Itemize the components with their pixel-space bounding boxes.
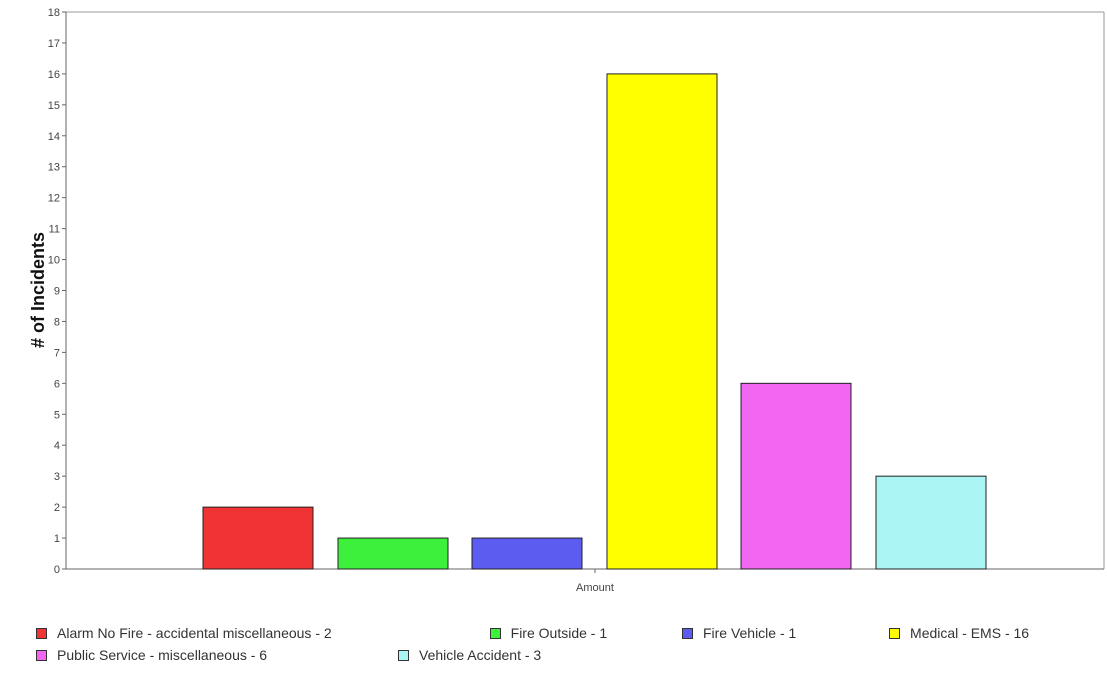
y-tick-label: 4 [54,440,60,452]
legend-row: Alarm No Fire - accidental miscellaneous… [36,622,1106,644]
bar [337,537,449,570]
legend-swatch [398,649,409,661]
legend-label: Medical - EMS - 16 [910,625,1030,641]
y-axis-title-group: # of Incidents [28,232,48,348]
legend-item: Medical - EMS - 16 [889,625,1106,641]
y-tick-label: 16 [48,69,60,81]
legend-swatch [681,627,693,639]
y-tick-label: 15 [48,100,60,112]
legend-swatch [36,627,47,639]
legend-item: Fire Vehicle - 1 [681,625,889,641]
bar [606,73,718,570]
legend-swatch [36,649,47,661]
legend-label: Vehicle Accident - 3 [419,647,542,663]
x-tick-label: Amount [576,582,614,594]
y-tick-label: 6 [54,378,60,390]
legend-label: Public Service - miscellaneous - 6 [57,647,268,663]
legend-swatch [889,627,901,639]
y-tick-label: 0 [54,564,60,576]
y-tick-label: 14 [48,131,60,143]
y-tick-label: 11 [49,224,60,236]
legend-item: Alarm No Fire - accidental miscellaneous… [36,625,490,641]
y-tick-label: 1 [54,533,60,545]
legend-row: Public Service - miscellaneous - 6 Vehicl… [36,644,1106,666]
bar [202,506,314,570]
bar [740,382,852,570]
y-tick-label: 5 [54,409,60,421]
y-tick-label: 18 [48,7,60,19]
y-tick-label: 7 [54,347,60,359]
legend-label: Alarm No Fire - accidental miscellaneous… [57,625,332,641]
y-tick-label: 3 [54,471,60,483]
y-tick-label: 17 [48,38,60,50]
y-tick-label: 8 [54,316,60,328]
y-tick-label: 9 [54,286,60,298]
legend-item: Fire Outside - 1 [489,625,682,641]
y-axis-title: # of Incidents [28,232,48,348]
y-tick-label: 2 [54,502,60,514]
legend-item: Public Service - miscellaneous - 6 [36,647,398,663]
legend: Alarm No Fire - accidental miscellaneous… [36,622,1106,666]
y-tick-label: 12 [48,193,60,205]
bar [875,475,987,570]
legend-swatch [489,627,501,639]
legend-label: Fire Outside - 1 [510,625,608,641]
bar [471,537,583,570]
legend-item: Vehicle Accident - 3 [398,647,541,663]
y-tick-label: 10 [48,255,60,267]
legend-label: Fire Vehicle - 1 [702,625,797,641]
y-tick-label: 13 [48,162,60,174]
